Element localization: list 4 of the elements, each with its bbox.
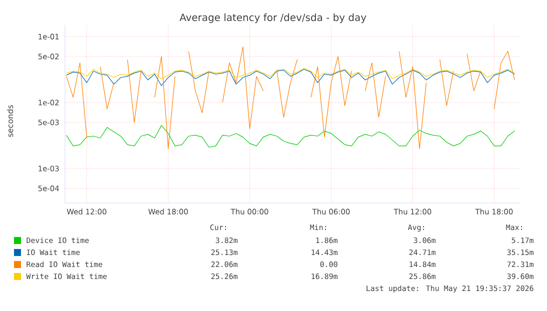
line-series [66,68,515,86]
chart-title: Average latency for /dev/sda - by day [180,13,366,24]
line-series [66,125,515,148]
line-series [66,68,515,80]
